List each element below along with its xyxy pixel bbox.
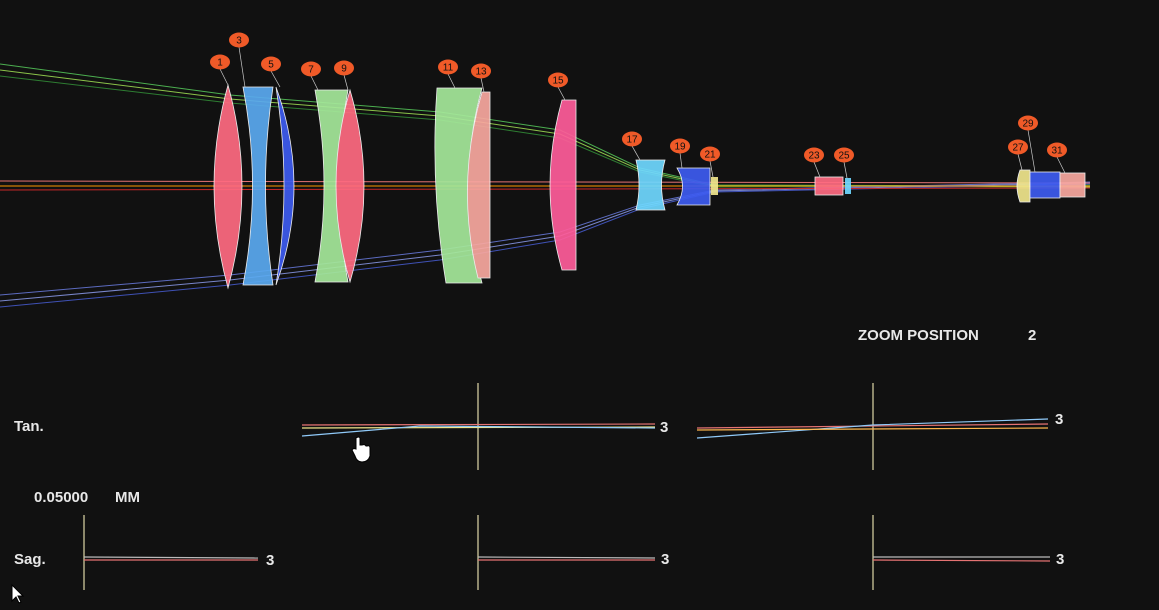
leader-line bbox=[270, 70, 281, 88]
leader-line bbox=[219, 68, 229, 86]
surface-number: 27 bbox=[1012, 143, 1024, 154]
surface-bubble bbox=[261, 56, 281, 72]
zoom-value: 2 bbox=[1028, 327, 1036, 344]
surface-bubble bbox=[1008, 139, 1028, 155]
lens-elements bbox=[213, 83, 1086, 290]
scale-unit: MM bbox=[115, 489, 140, 506]
surface-bubble bbox=[548, 72, 568, 88]
surface-number: 23 bbox=[808, 151, 820, 162]
leader-line bbox=[1056, 156, 1066, 174]
tan-label: Tan. bbox=[14, 418, 44, 435]
surface-bubble bbox=[670, 138, 690, 154]
sag-field-label: 3 bbox=[266, 552, 274, 569]
surface-bubble bbox=[301, 61, 321, 77]
leader-line bbox=[709, 160, 714, 178]
sag-field-label: 3 bbox=[1056, 551, 1064, 568]
leader-line bbox=[480, 77, 485, 93]
surface-number: 29 bbox=[1022, 119, 1034, 130]
surface-bubble bbox=[1047, 142, 1067, 158]
leader-line bbox=[813, 161, 821, 178]
sag-field-label: 3 bbox=[661, 551, 669, 568]
surface-bubble bbox=[229, 32, 249, 48]
leader-line bbox=[1017, 153, 1023, 171]
surface-number: 19 bbox=[674, 142, 686, 153]
leader-line bbox=[310, 75, 319, 91]
surface-number: 25 bbox=[838, 151, 850, 162]
sag-label: Sag. bbox=[14, 551, 46, 568]
surface-number: 31 bbox=[1051, 146, 1063, 157]
tan-field-label: 3 bbox=[1055, 411, 1063, 428]
leader-line bbox=[447, 73, 456, 89]
surface-number: 21 bbox=[704, 150, 716, 161]
hand-cursor bbox=[351, 436, 371, 463]
surface-number: 5 bbox=[268, 60, 274, 71]
leader-line bbox=[631, 145, 641, 161]
zoom-label: ZOOM POSITION bbox=[858, 327, 979, 344]
leader-line bbox=[679, 152, 683, 169]
leader-line bbox=[557, 86, 566, 101]
surface-bubble bbox=[700, 146, 720, 162]
arrow-cursor bbox=[11, 583, 25, 604]
scale-value: 0.05000 bbox=[34, 489, 88, 506]
surface-bubble bbox=[834, 147, 854, 163]
surface-number: 7 bbox=[308, 65, 314, 76]
surface-bubble bbox=[471, 63, 491, 79]
surface-bubble bbox=[438, 59, 458, 75]
surface-number: 13 bbox=[475, 67, 487, 78]
ray-fan-plots bbox=[83, 383, 1051, 590]
surface-bubble bbox=[334, 60, 354, 76]
surface-number: 17 bbox=[626, 135, 638, 146]
surface-bubble bbox=[622, 131, 642, 147]
surface-bubble bbox=[210, 54, 230, 70]
leader-line bbox=[238, 46, 246, 88]
surface-number: 3 bbox=[236, 36, 242, 47]
surface-bubble bbox=[804, 147, 824, 163]
surface-number: 15 bbox=[552, 76, 564, 87]
tan-field-label: 3 bbox=[660, 419, 668, 436]
leader-line bbox=[843, 161, 848, 179]
surface-number: 9 bbox=[341, 64, 347, 75]
surface-number: 11 bbox=[443, 63, 454, 74]
leader-line bbox=[343, 74, 349, 91]
surface-bubble bbox=[1018, 115, 1038, 131]
surface-number: 1 bbox=[217, 58, 223, 69]
leader-line bbox=[1027, 129, 1036, 173]
